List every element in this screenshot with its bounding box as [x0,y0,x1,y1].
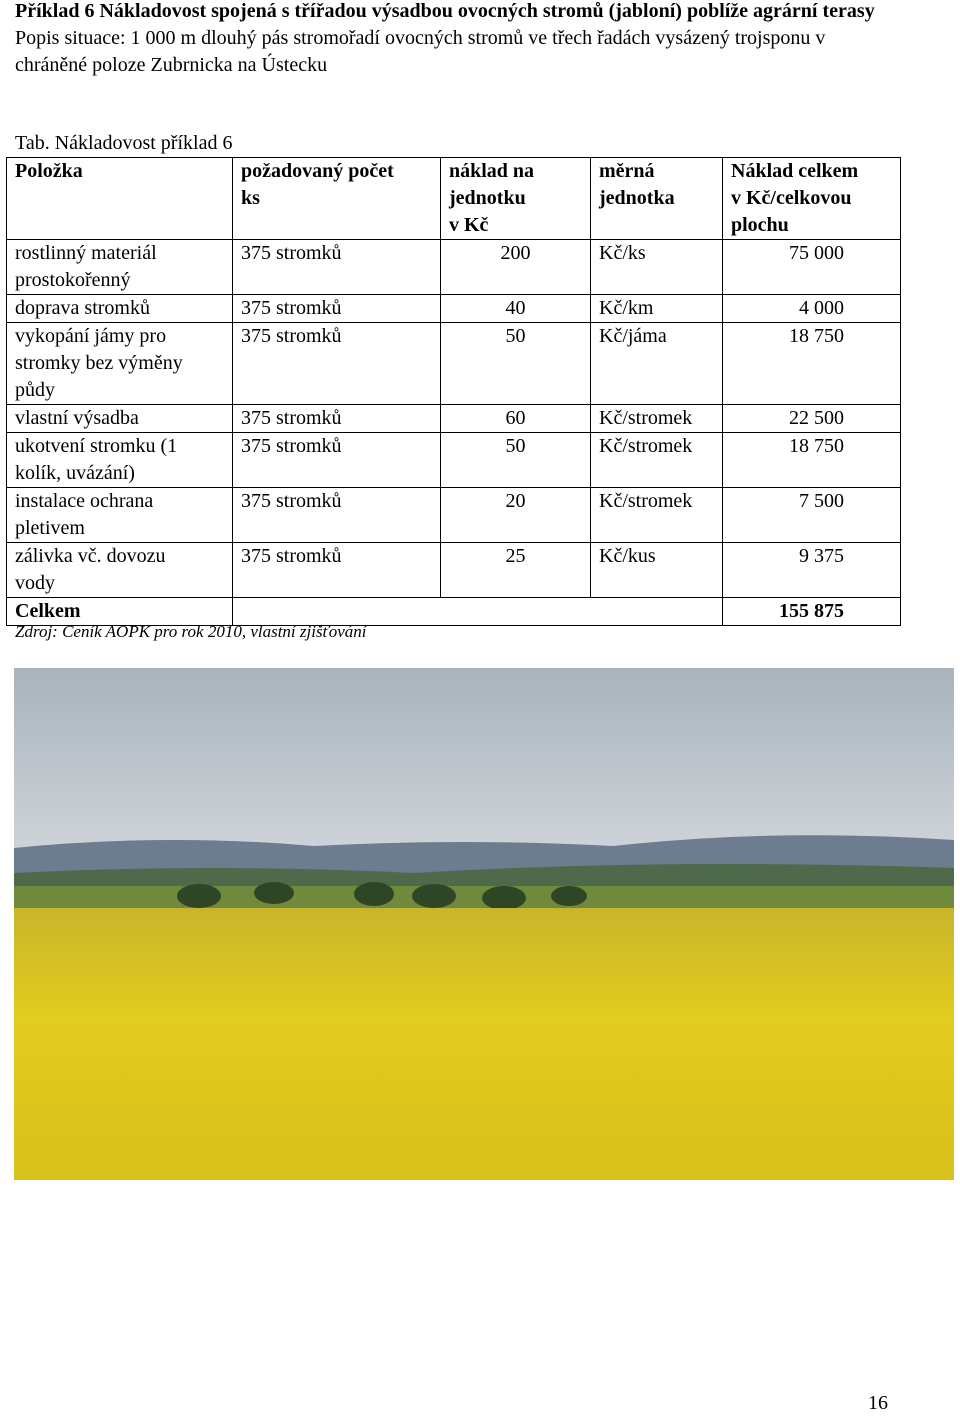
source: Zdroj: Ceník AOPK pro rok 2010, vlastní … [15,622,367,641]
header-cell: Položka [6,157,233,240]
page-number: 16 [868,1392,888,1414]
heading: Příklad 6 Nákladovost spojená s třířadou… [15,0,895,79]
cell: Kč/stromek [590,404,723,433]
cell: rostlinný materiál prostokořenný [6,239,233,295]
cell: vykopání jámy pro stromky bez výměny půd… [6,322,233,405]
row: vlastní výsadba 375 stromků 60 Kč/stromek 22… [6,404,901,433]
row: instalace ochrana pletivem 375 stromků 20 K… [6,487,901,543]
cell: 375 stromků [232,239,441,295]
header-line: požadovaný počet [241,160,394,182]
cell: ukotvení stromku (1 kolík, uvázání) [6,432,233,488]
header-line: v Kč [449,214,489,236]
cell: 75 000 [722,239,901,295]
cell: 375 stromků [232,322,441,405]
header-line: náklad na [449,160,535,182]
header-line: ks [241,187,260,209]
header-line: měrná [599,160,655,182]
caption: Tab. Nákladovost příklad 6 [15,132,233,154]
cell: Kč/ks [590,239,723,295]
photo [14,668,954,1180]
cost-table: Položka požadovaný počet ks náklad na jednot… [6,157,901,626]
cell: 9 375 [722,542,901,598]
cell: 50 [440,432,591,488]
header-cell: měrná jednotka [590,157,723,240]
header-line: jednotka [599,187,675,209]
cell: 22 500 [722,404,901,433]
cell: 375 stromků [232,404,441,433]
cell: 18 750 [722,432,901,488]
row: doprava stromků 375 stromků 40 Kč/km 4 000 [6,294,901,323]
cell: 200 [440,239,591,295]
header-line: Náklad celkem [731,160,859,182]
total-label: Celkem [6,597,233,626]
header-cell: náklad na jednotku v Kč [440,157,591,240]
row: rostlinný materiál prostokořenný 375 stro… [6,239,901,295]
row: ukotvení stromku (1 kolík, uvázání) 375 s… [6,432,901,488]
cell: 4 000 [722,294,901,323]
header-line: plochu [731,214,789,236]
total-row: Celkem 155 875 [6,597,901,626]
cell: Kč/stromek [590,487,723,543]
cell: Kč/kus [590,542,723,598]
cell: 18 750 [722,322,901,405]
cell: zálivka vč. dovozu vody [6,542,233,598]
cell: 50 [440,322,591,405]
cell: 375 stromků [232,294,441,323]
total-value: 155 875 [722,597,901,626]
cell: 375 stromků [232,432,441,488]
cell: vlastní výsadba [6,404,233,433]
cell: 375 stromků [232,542,441,598]
empty-cell [232,597,723,626]
row: zálivka vč. dovozu vody 375 stromků 25 Kč/k… [6,542,901,598]
cell: 60 [440,404,591,433]
cell: doprava stromků [6,294,233,323]
description: Popis situace: 1 000 m dlouhý pás stromo… [15,27,826,76]
cell: Kč/jáma [590,322,723,405]
cell: 7 500 [722,487,901,543]
cell: 25 [440,542,591,598]
cell: 375 stromků [232,487,441,543]
cell: instalace ochrana pletivem [6,487,233,543]
header-cell: Náklad celkem v Kč/celkovou plochu [722,157,901,240]
cell: Kč/stromek [590,432,723,488]
cell: 20 [440,487,591,543]
header-line: jednotku [449,187,526,209]
title: Příklad 6 Nákladovost spojená s třířadou… [15,0,875,22]
header-line: v Kč/celkovou [731,187,852,209]
row: vykopání jámy pro stromky bez výměny půd… [6,322,901,405]
header-row: Položka požadovaný počet ks náklad na jednot… [6,157,901,240]
header-line: Položka [15,160,83,182]
cell: Kč/km [590,294,723,323]
header-cell: požadovaný počet ks [232,157,441,240]
cell: 40 [440,294,591,323]
